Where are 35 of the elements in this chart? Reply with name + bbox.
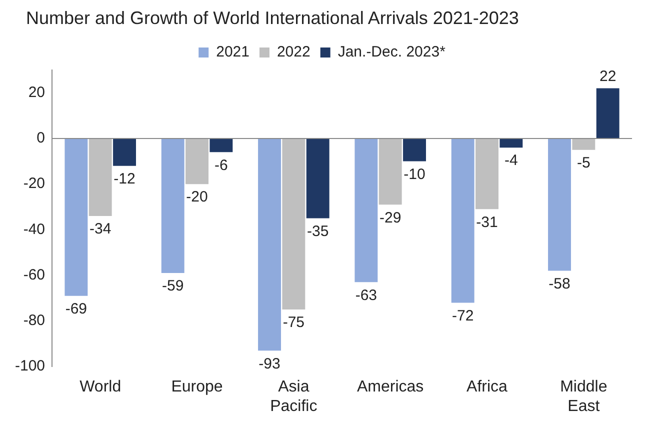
y-tick-label: -60 [23,266,46,284]
x-tick-label: Americas [357,378,424,396]
legend-label: 2021 [216,44,250,61]
data-label: -72 [452,307,474,324]
data-label: -29 [380,209,402,226]
data-label: -93 [258,355,280,372]
y-tick-label: -40 [23,220,46,238]
y-tick-label: -100 [14,358,46,375]
chart-title: Number and Growth of World International Arrivals 2021-2023 [26,8,520,29]
x-tick-label: World [80,378,122,396]
data-label: -35 [307,222,329,240]
data-label: -59 [162,278,184,295]
y-tick-label: -20 [23,175,46,192]
data-label: 22 [599,68,616,85]
data-label: -58 [548,275,570,292]
data-label: -4 [504,152,518,170]
x-tick-label: Europe [171,378,223,396]
x-tick-label: Africa [466,378,508,396]
data-label: -63 [355,286,378,304]
data-label: -5 [576,154,590,172]
data-label: -6 [214,156,228,174]
data-label: -31 [476,214,498,231]
data-label: -10 [404,166,426,183]
data-label: -69 [65,300,88,318]
y-tick-label: 20 [28,84,46,101]
data-label: -34 [90,220,112,238]
data-label: -12 [114,170,136,188]
legend-label: 2022 [276,44,310,61]
data-label: -20 [186,188,208,206]
x-tick-label: Middle East [560,378,608,415]
legend-label: Jan.-Dec. 2023* [338,44,446,61]
data-label: -75 [282,314,305,332]
x-tick-label: Asia Pacific [270,378,318,415]
y-tick-label: 0 [36,130,46,147]
y-tick-label: -80 [23,312,46,330]
